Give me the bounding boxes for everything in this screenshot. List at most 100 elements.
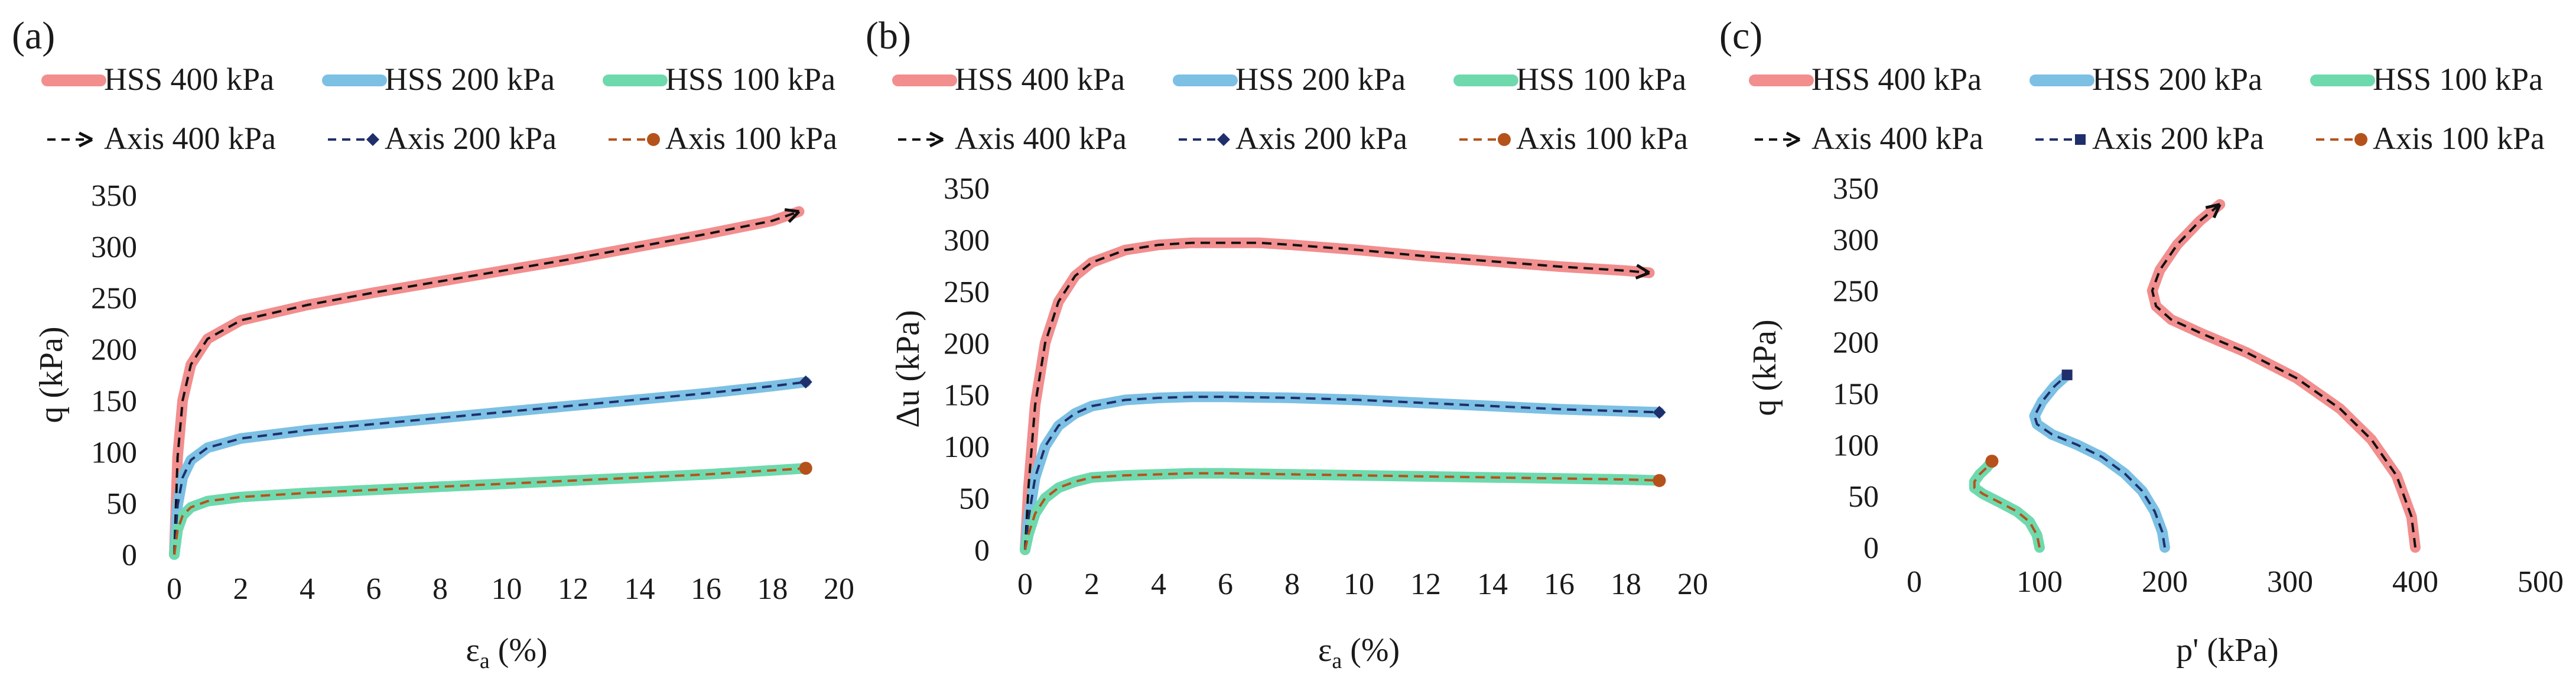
legend-label: HSS 100 kPa [1516, 61, 1686, 97]
y-tick-label: 300 [91, 231, 137, 264]
series-line-axis-100-kpa [173, 467, 806, 555]
x-tick-label: 6 [1218, 568, 1233, 601]
y-tick-label: 150 [91, 384, 137, 418]
series-line-hss-100-kpa [1969, 456, 2045, 553]
x-tick-label: 8 [432, 572, 448, 606]
legend-label: Axis 100 kPa [665, 121, 837, 156]
x-tick-label: 18 [757, 572, 788, 606]
legend-entry-axis-400-kpa: Axis 400 kPa [1755, 121, 1983, 156]
legend-label: HSS 200 kPa [1235, 61, 1406, 97]
legend-marker [929, 131, 944, 148]
y-tick-label: 250 [91, 282, 137, 316]
panel-label: (b) [866, 14, 911, 57]
x-tick-label: 6 [366, 572, 382, 606]
x-tick-label: 0 [1017, 568, 1033, 601]
y-tick-label: 150 [1833, 377, 1879, 411]
legend-entry-axis-200-kpa: Axis 200 kPa [328, 121, 557, 156]
legend-entry-hss-100-kpa: HSS 100 kPa [603, 61, 835, 97]
y-tick-label: 250 [1833, 275, 1879, 309]
legend-marker [366, 133, 379, 146]
legend-entry-axis-200-kpa: Axis 200 kPa [2035, 121, 2264, 156]
x-tick-label: 4 [300, 572, 315, 606]
x-axis-title-main: ε [466, 632, 480, 669]
legend-label: HSS 400 kPa [1811, 61, 1982, 97]
legend-label: HSS 100 kPa [665, 61, 835, 97]
y-tick-label: 50 [959, 482, 990, 516]
x-tick-label: 14 [1477, 568, 1508, 601]
y-tick-label: 300 [944, 223, 990, 257]
legend-entry-hss-400-kpa: HSS 400 kPa [1749, 61, 1982, 97]
x-axis-title-unit: (%) [1342, 632, 1400, 669]
series-end-marker-axis-100-kpa [799, 462, 812, 475]
x-tick-label: 500 [2518, 565, 2564, 599]
legend-entry-axis-200-kpa: Axis 200 kPa [1179, 121, 1407, 156]
series-line-axis-200-kpa [1024, 396, 1660, 550]
y-tick-label: 0 [1863, 531, 1879, 565]
series-end-marker-axis-400-kpa [1635, 264, 1650, 280]
y-tick-label: 50 [1848, 480, 1879, 514]
legend-label: HSS 100 kPa [2373, 61, 2543, 97]
series-end-marker-axis-200-kpa [1653, 406, 1666, 419]
x-axis-title: εa (%) [1318, 632, 1400, 673]
series-line-axis-100-kpa [1024, 472, 1660, 550]
x-tick-label: 200 [2142, 565, 2188, 599]
x-tick-label: 300 [2267, 565, 2313, 599]
x-axis-title-unit: (%) [490, 632, 548, 669]
x-tick-label: 0 [167, 572, 182, 606]
x-axis-title-main: ε [1318, 632, 1332, 669]
chart-panel-2: (b) HSS 400 kPa HSS 200 kPa HSS 100 kPa Axis… [866, 14, 1708, 673]
legend-label: Axis 400 kPa [955, 121, 1127, 156]
series-line-axis-400-kpa [173, 210, 800, 555]
legend-entry-axis-100-kpa: Axis 100 kPa [609, 121, 837, 156]
y-tick-label: 250 [944, 275, 990, 309]
legend-entry-hss-200-kpa: HSS 200 kPa [2029, 61, 2262, 97]
legend-entry-hss-200-kpa: HSS 200 kPa [1173, 61, 1406, 97]
legend-marker [647, 133, 660, 146]
series-line-axis-100-kpa [1973, 460, 2041, 548]
series-end-marker-axis-200-kpa [799, 375, 812, 389]
y-tick-label: 200 [944, 327, 990, 361]
x-axis-title-sub: a [1332, 649, 1342, 673]
panel-label: (a) [12, 14, 55, 57]
x-tick-label: 12 [558, 572, 588, 606]
legend-entry-hss-200-kpa: HSS 200 kPa [322, 61, 555, 97]
x-tick-label: 16 [1544, 568, 1575, 601]
legend-label: HSS 400 kPa [104, 61, 274, 97]
legend-entry-axis-100-kpa: Axis 100 kPa [1459, 121, 1688, 156]
legend-entry-axis-400-kpa: Axis 400 kPa [898, 121, 1127, 156]
x-tick-label: 10 [1344, 568, 1374, 601]
series-line-axis-400-kpa [1024, 241, 1650, 550]
series-end-marker-axis-400-kpa [784, 208, 801, 223]
y-tick-label: 0 [974, 534, 990, 568]
x-axis-title-main: p' (kPa) [2176, 632, 2278, 669]
series-line-axis-200-kpa [2033, 374, 2166, 548]
y-tick-label: 350 [1833, 172, 1879, 206]
y-tick-label: 300 [1833, 223, 1879, 257]
y-tick-label: 100 [944, 430, 990, 464]
chart-panel-1: (a) HSS 400 kPa HSS 200 kPa HSS 100 kPa Axis… [12, 14, 854, 673]
legend-entry-axis-100-kpa: Axis 100 kPa [2316, 121, 2545, 156]
legend-marker [1217, 133, 1230, 146]
legend-label: Axis 200 kPa [385, 121, 557, 156]
y-axis-title: q (kPa) [33, 326, 70, 423]
legend-marker [2354, 133, 2367, 146]
legend-label: HSS 200 kPa [2092, 61, 2262, 97]
x-axis-title: εa (%) [466, 632, 547, 673]
legend-entry-hss-100-kpa: HSS 100 kPa [2310, 61, 2543, 97]
y-tick-label: 0 [122, 539, 137, 572]
legend-label: HSS 400 kPa [955, 61, 1125, 97]
series-end-marker-axis-400-kpa [2205, 203, 2222, 219]
y-tick-label: 100 [91, 436, 137, 469]
y-tick-label: 200 [1833, 326, 1879, 360]
x-tick-label: 100 [2016, 565, 2063, 599]
y-axis-title: Δu (kPa) [890, 310, 926, 427]
series-line-hss-400-kpa [2146, 199, 2421, 553]
series-line-hss-400-kpa [169, 206, 805, 560]
legend-label: HSS 200 kPa [385, 61, 555, 97]
x-tick-label: 0 [1907, 565, 1922, 599]
legend-marker [1785, 131, 1801, 148]
x-axis-title-sub: a [480, 649, 490, 673]
legend-entry-hss-400-kpa: HSS 400 kPa [41, 61, 274, 97]
x-tick-label: 2 [1084, 568, 1100, 601]
